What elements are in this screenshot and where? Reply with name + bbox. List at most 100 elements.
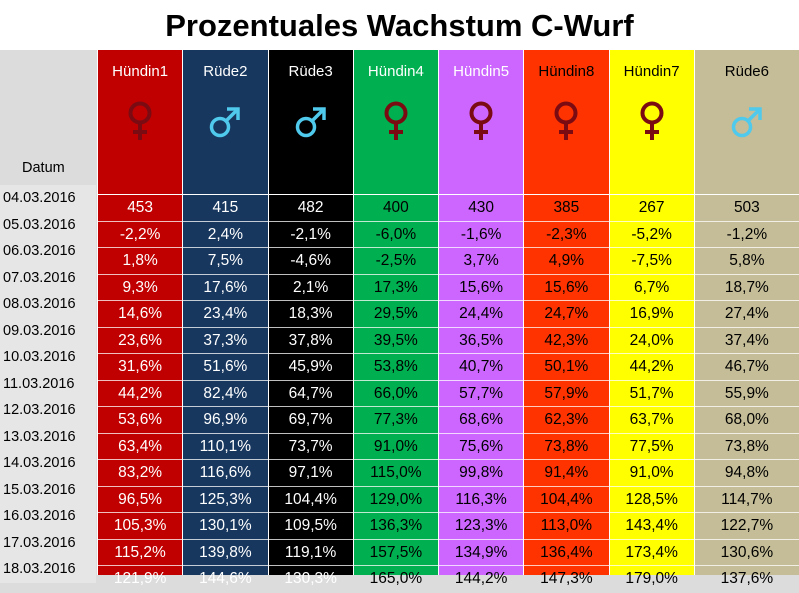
table-cell: 39,5% bbox=[353, 326, 438, 354]
date-label: 06.03.2016 bbox=[0, 238, 96, 265]
table-cell: 44,2% bbox=[98, 379, 183, 407]
column-6: Hündin8 385 -2,3% 4,9% 15,6% 24,7% 42,3% 50,1% 5… bbox=[523, 50, 609, 587]
table-cell: 36,5% bbox=[439, 326, 524, 354]
table-cell: 136,3% bbox=[353, 512, 438, 539]
table-cell: 68,0% bbox=[694, 406, 799, 433]
table-cell: 64,7% bbox=[268, 379, 353, 407]
table-cell: 45,9% bbox=[268, 353, 353, 380]
table-cell: 57,9% bbox=[524, 379, 609, 407]
table-cell: 116,3% bbox=[439, 485, 524, 513]
table-cell: 91,0% bbox=[353, 432, 438, 460]
table-cell: 99,8% bbox=[439, 459, 524, 486]
table-cell: 75,6% bbox=[439, 432, 524, 460]
table-cell: 37,4% bbox=[694, 326, 799, 354]
table-cell: 96,9% bbox=[183, 406, 268, 433]
table-cell: -7,5% bbox=[609, 247, 694, 274]
table-cell: 143,4% bbox=[609, 512, 694, 539]
column-1: Hündin1 453 -2,2% 1,8% 9,3% 14,6% 23,6% 31,6% 44… bbox=[97, 50, 183, 587]
table-cell: 53,6% bbox=[98, 406, 183, 433]
table-cell: 104,4% bbox=[268, 485, 353, 513]
table-cell: 62,3% bbox=[524, 406, 609, 433]
date-label: 18.03.2016 bbox=[0, 556, 96, 583]
date-label: 14.03.2016 bbox=[0, 450, 96, 477]
table-cell: 267 bbox=[609, 194, 694, 221]
table-cell: 82,4% bbox=[183, 379, 268, 407]
table-cell: 24,0% bbox=[609, 326, 694, 354]
table-cell: 114,7% bbox=[694, 485, 799, 513]
table-cell: -2,3% bbox=[524, 220, 609, 248]
table-cell: 96,5% bbox=[98, 485, 183, 513]
table-cell: 83,2% bbox=[98, 459, 183, 486]
table-cell: 31,6% bbox=[98, 353, 183, 380]
table-cell: 4,9% bbox=[524, 247, 609, 274]
table-cell: 385 bbox=[524, 194, 609, 221]
blank-cell bbox=[183, 150, 267, 194]
column-header: Hündin7 bbox=[623, 63, 680, 80]
table-cell: 147,3% bbox=[524, 565, 609, 592]
table-cell: 17,6% bbox=[183, 273, 268, 301]
table-cell: -6,0% bbox=[353, 220, 438, 248]
table-cell: 73,8% bbox=[524, 432, 609, 460]
table-cell: 430 bbox=[439, 194, 524, 221]
table-cell: 2,1% bbox=[268, 273, 353, 301]
table-cell: 105,3% bbox=[98, 512, 183, 539]
table-cell: 23,4% bbox=[183, 300, 268, 327]
table-cell: 109,5% bbox=[268, 512, 353, 539]
table-cell: 115,0% bbox=[353, 459, 438, 486]
column-header: Rüde2 bbox=[203, 63, 248, 80]
table-cell: 6,7% bbox=[609, 273, 694, 301]
table-cell: -1,6% bbox=[439, 220, 524, 248]
female-icon bbox=[524, 93, 608, 150]
blank-cell bbox=[439, 150, 523, 194]
date-label: 15.03.2016 bbox=[0, 476, 96, 503]
table-cell: 130,6% bbox=[694, 538, 799, 566]
table-cell: -4,6% bbox=[268, 247, 353, 274]
table-cell: -2,1% bbox=[268, 220, 353, 248]
column-header: Hündin4 bbox=[367, 63, 424, 80]
table-cell: 157,5% bbox=[353, 538, 438, 566]
table-cell: 44,2% bbox=[609, 353, 694, 380]
column-2: Rüde2 415 2,4% 7,5% 17,6% 23,4% 37,3% 51,6% 82,4… bbox=[182, 50, 268, 587]
table-cell: 125,3% bbox=[183, 485, 268, 513]
table-cell: 42,3% bbox=[524, 326, 609, 354]
table-cell: 16,9% bbox=[609, 300, 694, 327]
blank-cell bbox=[354, 150, 438, 194]
table-cell: 46,7% bbox=[694, 353, 799, 380]
table-cell: 94,8% bbox=[694, 459, 799, 486]
table-cell: 453 bbox=[98, 194, 183, 221]
male-icon bbox=[269, 93, 353, 150]
table-cell: 37,3% bbox=[183, 326, 268, 354]
table-cell: 15,6% bbox=[524, 273, 609, 301]
date-label: 09.03.2016 bbox=[0, 317, 96, 344]
table-cell: 2,4% bbox=[183, 220, 268, 248]
column-header: Hündin5 bbox=[453, 63, 510, 80]
table-cell: 128,5% bbox=[609, 485, 694, 513]
table-cell: 144,6% bbox=[183, 565, 268, 592]
column-4: Hündin4 400 -6,0% -2,5% 17,3% 29,5% 39,5% 53,8%… bbox=[352, 50, 438, 587]
date-label: 12.03.2016 bbox=[0, 397, 96, 424]
table-cell: -1,2% bbox=[694, 220, 799, 248]
table-cell: 482 bbox=[268, 194, 353, 221]
date-label: 04.03.2016 bbox=[0, 185, 96, 212]
table-cell: 116,6% bbox=[183, 459, 268, 486]
table-cell: -2,5% bbox=[353, 247, 438, 274]
table-cell: 144,2% bbox=[439, 565, 524, 592]
table-cell: 121,9% bbox=[98, 565, 183, 592]
table-cell: 91,4% bbox=[524, 459, 609, 486]
table-cell: -2,2% bbox=[98, 220, 183, 248]
table-cell: 50,1% bbox=[524, 353, 609, 380]
date-label: 13.03.2016 bbox=[0, 423, 96, 450]
date-label: 10.03.2016 bbox=[0, 344, 96, 371]
table-cell: 3,7% bbox=[439, 247, 524, 274]
table-cell: 18,3% bbox=[268, 300, 353, 327]
date-label: 16.03.2016 bbox=[0, 503, 96, 530]
table-cell: 18,7% bbox=[694, 273, 799, 301]
date-label: 07.03.2016 bbox=[0, 264, 96, 291]
table-cell: 53,8% bbox=[353, 353, 438, 380]
table-cell: 415 bbox=[183, 194, 268, 221]
date-label: 11.03.2016 bbox=[0, 370, 96, 397]
table-cell: 29,5% bbox=[353, 300, 438, 327]
page-title: Prozentuales Wachstum C-Wurf bbox=[0, 0, 799, 50]
table-cell: 129,0% bbox=[353, 485, 438, 513]
table-cell: 14,6% bbox=[98, 300, 183, 327]
